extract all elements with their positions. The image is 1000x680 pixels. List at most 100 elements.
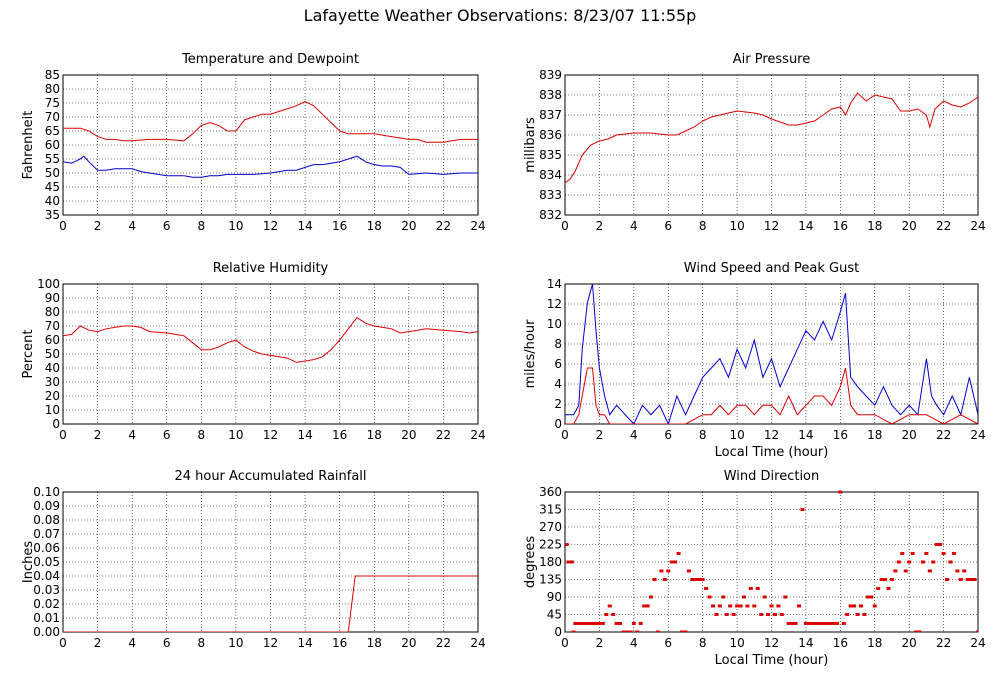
wind-xtick-label: 14 [798,428,813,442]
direction-point [841,621,846,625]
direction-point [824,621,829,625]
pressure-ytick-label: 837 [539,108,562,122]
rainfall-xtick-label: 14 [297,636,312,650]
direction-point [772,613,777,616]
direction-point [710,604,715,608]
direction-point [745,604,750,608]
wind-xtick-label: 24 [970,428,985,442]
humidity-ytick-label: 10 [45,403,60,417]
wind-ytick-label: 12 [547,297,562,311]
direction-point [707,595,712,599]
wind-plot-frame [564,283,979,425]
direction-point [717,604,722,608]
direction-point [945,578,950,581]
wind-xtick-label: 12 [764,428,779,442]
wind-xtick-label: 2 [596,428,604,442]
rainfall-xtick-label: 12 [263,636,278,650]
wind-title: Wind Speed and Peak Gust [684,261,859,276]
direction-point [779,613,784,616]
direction-point [659,569,664,573]
direction-point [790,621,795,625]
pressure-ytick-label: 838 [539,88,562,102]
direction-xtick-label: 16 [833,636,848,650]
wind-xtick-label: 0 [561,428,569,442]
wind-ylabel: miles/hour [523,319,538,388]
direction-point [614,621,619,625]
wind-series-1-line [565,367,978,424]
temperature-title: Temperature and Dewpoint [181,52,359,67]
direction-point [631,621,636,625]
direction-point [793,621,798,625]
temperature-ytick-label: 35 [45,208,60,222]
direction-point [962,569,967,573]
temperature-series-0-line [63,101,478,143]
rainfall-ytick-label: 0.10 [33,485,60,499]
temperature-ytick-label: 40 [45,194,60,208]
direction-point [676,551,681,555]
humidity-ytick-label: 20 [45,389,60,403]
direction-point [872,604,877,608]
rainfall-ytick-label: 0.00 [33,625,60,639]
humidity-xtick-label: 12 [263,428,278,442]
direction-point [955,569,960,573]
pressure-xtick-label: 22 [936,219,951,233]
direction-point [948,560,953,564]
humidity-ytick-label: 40 [45,361,60,375]
direction-point [786,621,791,625]
rainfall-xtick-label: 4 [128,636,136,650]
direction-point [958,578,963,581]
rainfall-xtick-label: 8 [198,636,206,650]
temperature-ytick-label: 75 [45,96,60,110]
rainfall-ytick-label: 0.09 [33,499,60,513]
direction-point [848,604,853,608]
direction-point [576,621,581,625]
temperature-xtick-label: 10 [228,219,243,233]
direction-point [900,551,905,555]
pressure-xtick-label: 24 [970,219,985,233]
temperature-ytick-label: 50 [45,166,60,180]
direction-point [741,595,746,599]
direction-point [817,621,822,625]
direction-point [600,621,605,625]
humidity-ytick-label: 30 [45,375,60,389]
temperature-ytick-label: 80 [45,82,60,96]
temperature-xtick-label: 20 [401,219,416,233]
direction-series-0 [565,490,978,632]
temperature-xtick-label: 24 [470,219,485,233]
direction-point [752,604,757,608]
direction-xtick-label: 22 [936,636,951,650]
humidity-xtick-label: 22 [436,428,451,442]
direction-point [652,578,657,581]
direction-point [635,630,640,632]
direction-ytick-label: 225 [539,538,562,552]
pressure-title: Air Pressure [733,52,811,67]
direction-point [621,630,626,632]
direction-point [628,630,633,632]
direction-point [920,560,925,564]
direction-point [580,621,585,625]
direction-point [597,621,602,625]
direction-point [673,560,678,564]
humidity-xtick-label: 4 [128,428,136,442]
humidity-series-0-line [63,316,478,363]
wind-ytick-label: 10 [547,317,562,331]
direction-point [755,586,760,590]
pressure-xtick-label: 20 [902,219,917,233]
humidity-title: Relative Humidity [213,261,329,276]
direction-point [669,560,674,564]
rainfall-ytick-label: 0.03 [33,583,60,597]
direction-point [587,621,592,625]
pressure-xtick-label: 10 [729,219,744,233]
direction-point [573,621,578,625]
direction-point [893,569,898,573]
direction-point [649,595,654,599]
wind-xtick-label: 22 [936,428,951,442]
direction-point [889,578,894,581]
direction-point [883,578,888,581]
rainfall-ytick-label: 0.07 [33,527,60,541]
direction-point [838,490,843,494]
direction-point [604,613,609,616]
direction-xtick-label: 0 [561,636,569,650]
